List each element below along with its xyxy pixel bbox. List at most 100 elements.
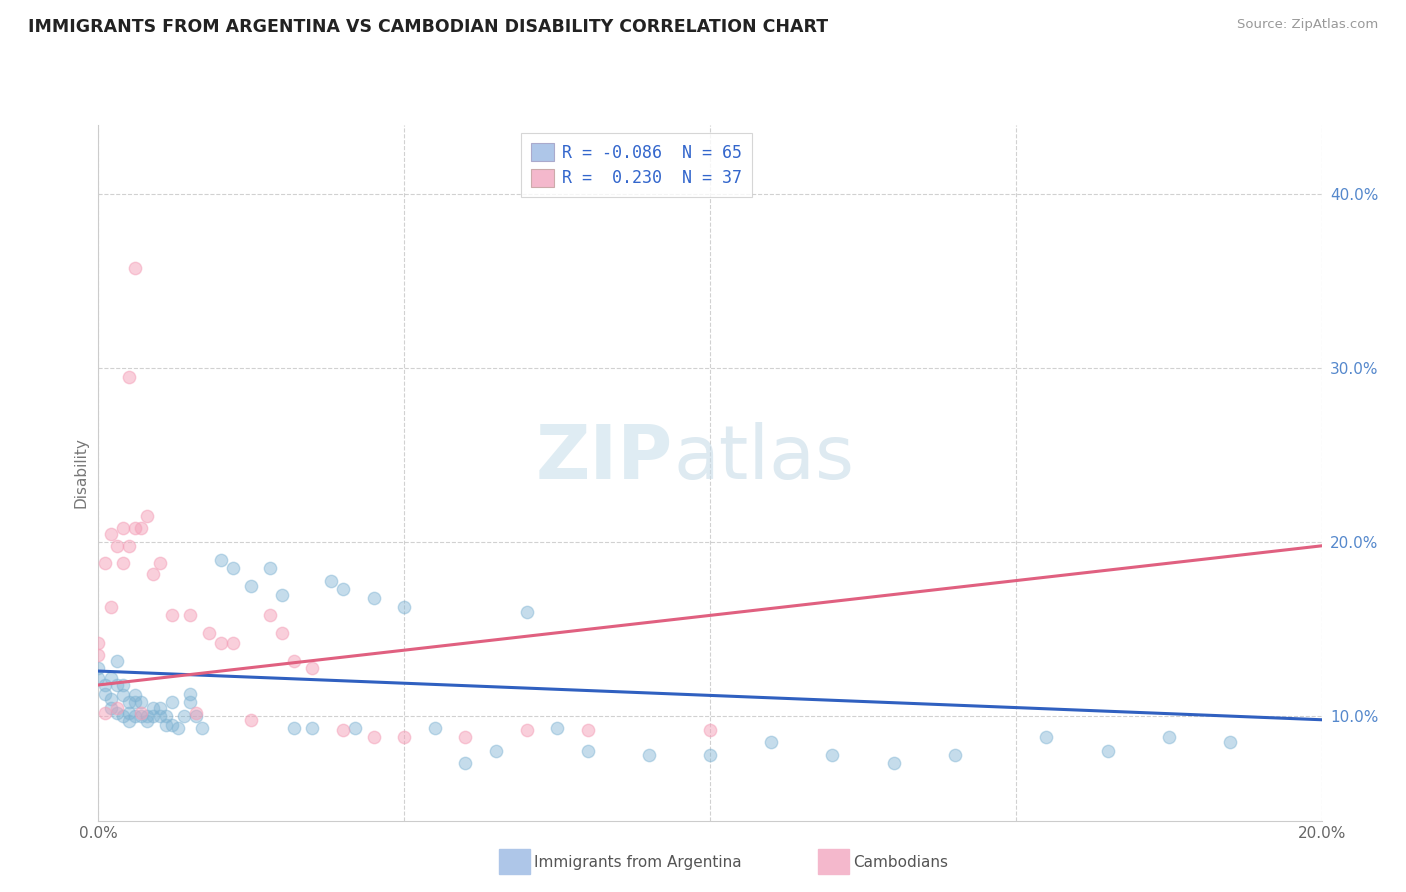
Point (100, 671, 122, 685)
Point (111, 678, 134, 692)
Point (124, 260, 146, 275)
Point (118, 695, 141, 709)
Point (136, 714, 159, 729)
Point (301, 660, 323, 674)
Point (111, 689, 134, 703)
Point (821, 747, 844, 762)
Text: IMMIGRANTS FROM ARGENTINA VS CAMBODIAN DISABILITY CORRELATION CHART: IMMIGRANTS FROM ARGENTINA VS CAMBODIAN D… (28, 18, 828, 36)
Point (186, 706, 208, 720)
Point (363, 730, 385, 744)
Point (93, 687, 115, 701)
Point (87, 671, 110, 685)
Point (209, 552, 232, 567)
Point (270, 625, 292, 640)
Point (454, 756, 477, 771)
Point (179, 608, 201, 623)
Point (129, 695, 152, 709)
Point (301, 722, 323, 736)
Point (546, 722, 568, 736)
Point (637, 747, 661, 762)
Point (1157, 730, 1180, 744)
Point (160, 718, 183, 732)
Point (222, 561, 245, 575)
Point (332, 582, 354, 597)
Point (209, 636, 232, 650)
Point (344, 722, 367, 736)
Point (179, 687, 201, 701)
Point (283, 722, 305, 736)
Point (111, 521, 134, 535)
Point (105, 654, 128, 668)
Point (423, 722, 446, 736)
Point (87, 660, 110, 674)
Point (87, 636, 110, 650)
Legend: R = -0.086  N = 65, R =  0.230  N = 37: R = -0.086 N = 65, R = 0.230 N = 37 (520, 133, 752, 197)
Point (1097, 744, 1119, 758)
Point (167, 722, 190, 736)
Point (197, 625, 219, 640)
Point (155, 709, 177, 723)
Point (485, 744, 508, 758)
Point (883, 756, 905, 771)
Point (118, 370, 141, 384)
Point (1035, 730, 1057, 744)
Point (240, 713, 263, 727)
Point (319, 574, 342, 588)
Point (124, 689, 146, 703)
Point (93, 556, 115, 570)
Point (392, 599, 416, 614)
Point (87, 648, 110, 663)
Point (93, 706, 115, 720)
Text: atlas: atlas (673, 422, 855, 495)
Point (576, 723, 599, 738)
Point (100, 599, 122, 614)
Point (191, 722, 214, 736)
Point (392, 730, 416, 744)
Point (105, 706, 128, 720)
Point (516, 723, 538, 738)
Text: Immigrants from Argentina: Immigrants from Argentina (534, 855, 742, 870)
Point (759, 735, 782, 749)
Point (160, 695, 183, 709)
Point (142, 700, 165, 714)
Point (179, 695, 201, 709)
Point (129, 521, 152, 535)
Point (124, 521, 146, 535)
Point (93, 678, 115, 692)
Point (142, 566, 165, 581)
Point (516, 605, 538, 619)
Text: Source: ZipAtlas.com: Source: ZipAtlas.com (1237, 18, 1378, 31)
Point (270, 587, 292, 601)
Point (136, 509, 159, 524)
Text: Cambodians: Cambodians (853, 855, 949, 870)
Point (173, 709, 195, 723)
Point (105, 700, 128, 714)
Point (1219, 735, 1241, 749)
Point (142, 709, 165, 723)
Point (111, 709, 134, 723)
Text: ZIP: ZIP (536, 422, 673, 495)
Point (149, 700, 172, 714)
Point (186, 709, 208, 723)
Point (124, 709, 146, 723)
Point (149, 709, 172, 723)
Point (454, 730, 477, 744)
Point (259, 561, 281, 575)
Point (124, 695, 146, 709)
Point (332, 723, 354, 738)
Point (699, 747, 721, 762)
Point (118, 714, 141, 729)
Point (259, 608, 281, 623)
Point (118, 706, 141, 720)
Point (105, 539, 128, 553)
Point (363, 591, 385, 605)
Point (118, 539, 141, 553)
Point (222, 636, 245, 650)
Point (160, 608, 183, 623)
Point (111, 556, 134, 570)
Point (149, 556, 172, 570)
Point (155, 718, 177, 732)
Point (699, 723, 721, 738)
Point (100, 692, 122, 706)
Point (129, 706, 152, 720)
